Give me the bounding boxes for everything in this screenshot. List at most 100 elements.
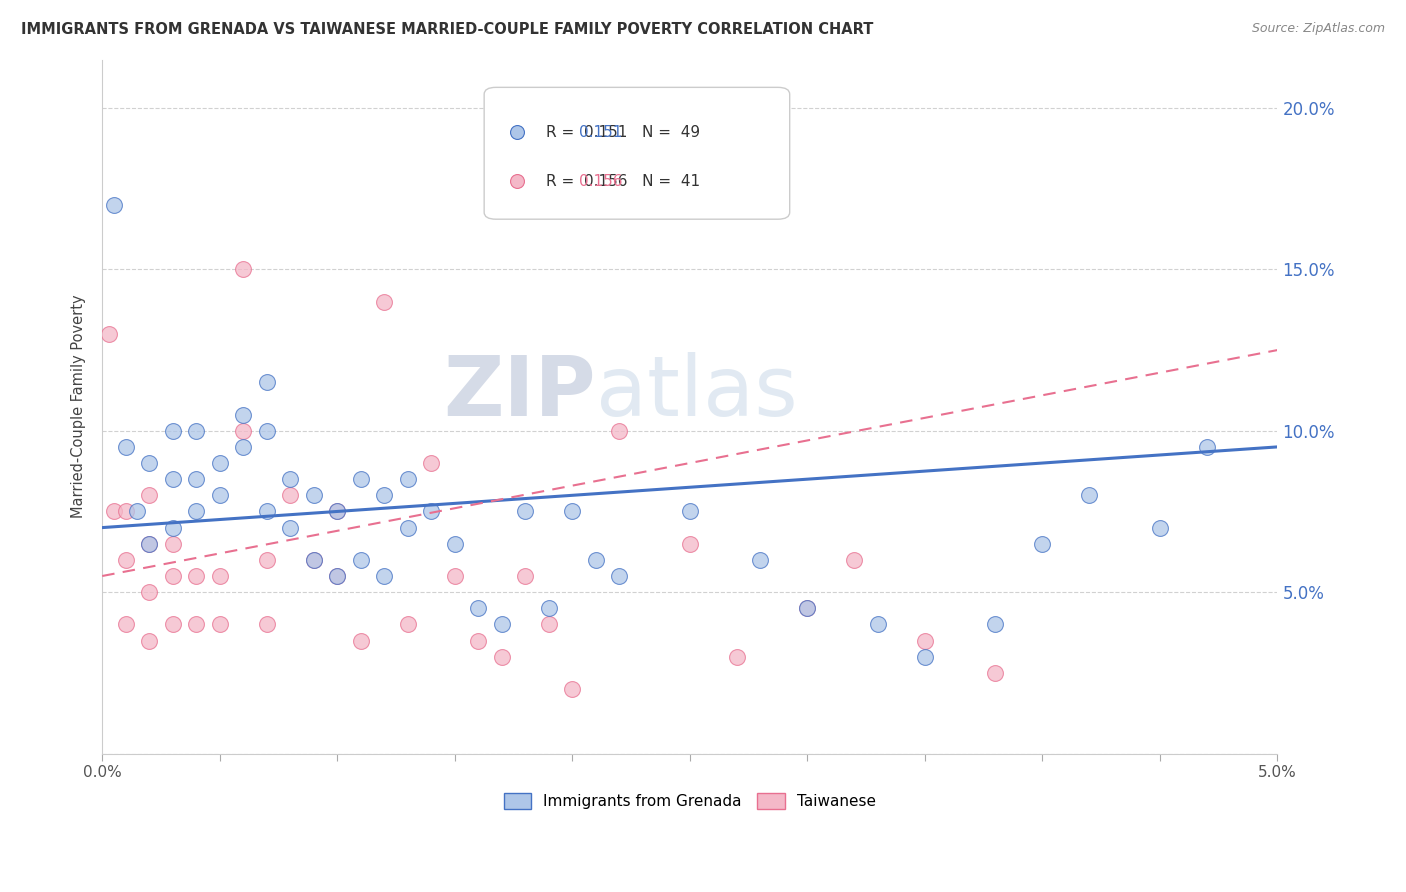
Point [162, 617, 184, 632]
Point [302, 553, 325, 567]
Point [373, 488, 395, 502]
Point [103, 198, 125, 212]
Point [420, 456, 443, 470]
Point [491, 649, 513, 664]
Point [373, 569, 395, 583]
Point [162, 520, 184, 534]
Point [326, 504, 349, 518]
Point [796, 601, 818, 615]
Point [515, 504, 537, 518]
Point [515, 569, 537, 583]
Point [914, 649, 936, 664]
Point [208, 569, 231, 583]
FancyBboxPatch shape [484, 87, 790, 219]
Legend: Immigrants from Grenada, Taiwanese: Immigrants from Grenada, Taiwanese [498, 787, 882, 815]
Point [443, 537, 465, 551]
Point [256, 617, 278, 632]
Point [326, 569, 349, 583]
Point [984, 665, 1007, 680]
Point [561, 504, 583, 518]
Point [232, 424, 254, 438]
Point [138, 537, 160, 551]
Point [467, 633, 489, 648]
Point [607, 424, 630, 438]
Point [232, 262, 254, 277]
Point [396, 472, 419, 486]
Point [278, 472, 301, 486]
Point [256, 504, 278, 518]
Text: ZIP: ZIP [443, 352, 596, 434]
Point [186, 617, 208, 632]
Point [537, 601, 560, 615]
Text: 0.156: 0.156 [579, 174, 623, 188]
Point [278, 488, 301, 502]
Point [1195, 440, 1218, 454]
Point [114, 553, 136, 567]
Point [350, 633, 373, 648]
Text: atlas: atlas [596, 352, 797, 434]
Point [162, 472, 184, 486]
Point [186, 424, 208, 438]
Point [232, 440, 254, 454]
Point [350, 553, 373, 567]
Point [138, 537, 160, 551]
Point [866, 617, 889, 632]
Point [162, 537, 184, 551]
Point [396, 520, 419, 534]
Point [1031, 537, 1053, 551]
Point [256, 553, 278, 567]
Point [278, 520, 301, 534]
Point [162, 569, 184, 583]
Point [232, 408, 254, 422]
Point [725, 649, 748, 664]
Point [537, 617, 560, 632]
Point [420, 504, 443, 518]
Point [98, 326, 121, 341]
Point [607, 569, 630, 583]
Text: R =  0.156   N =  41: R = 0.156 N = 41 [547, 174, 700, 188]
Point [1149, 520, 1171, 534]
Point [373, 294, 395, 309]
Point [350, 472, 373, 486]
Point [844, 553, 866, 567]
Point [749, 553, 772, 567]
Point [256, 376, 278, 390]
Text: 0.151: 0.151 [579, 125, 623, 140]
Point [443, 569, 465, 583]
Point [256, 424, 278, 438]
Point [326, 504, 349, 518]
Point [208, 456, 231, 470]
Point [396, 617, 419, 632]
Point [208, 617, 231, 632]
Point [186, 504, 208, 518]
Point [127, 504, 149, 518]
Point [679, 504, 702, 518]
Point [162, 424, 184, 438]
Text: Source: ZipAtlas.com: Source: ZipAtlas.com [1251, 22, 1385, 36]
Point [796, 601, 818, 615]
Point [138, 585, 160, 599]
Point [208, 488, 231, 502]
Point [302, 553, 325, 567]
Point [585, 553, 607, 567]
Point [138, 488, 160, 502]
Point [114, 617, 136, 632]
Point [114, 440, 136, 454]
Point [186, 472, 208, 486]
Point [1078, 488, 1101, 502]
Point [138, 456, 160, 470]
Y-axis label: Married-Couple Family Poverty: Married-Couple Family Poverty [72, 294, 86, 518]
Point [138, 633, 160, 648]
Point [984, 617, 1007, 632]
Point [114, 504, 136, 518]
Point [467, 601, 489, 615]
Point [914, 633, 936, 648]
Point [679, 537, 702, 551]
Point [103, 504, 125, 518]
Point [326, 569, 349, 583]
Point [561, 681, 583, 696]
Text: IMMIGRANTS FROM GRENADA VS TAIWANESE MARRIED-COUPLE FAMILY POVERTY CORRELATION C: IMMIGRANTS FROM GRENADA VS TAIWANESE MAR… [21, 22, 873, 37]
Text: R =  0.151   N =  49: R = 0.151 N = 49 [547, 125, 700, 140]
Point [186, 569, 208, 583]
Point [491, 617, 513, 632]
